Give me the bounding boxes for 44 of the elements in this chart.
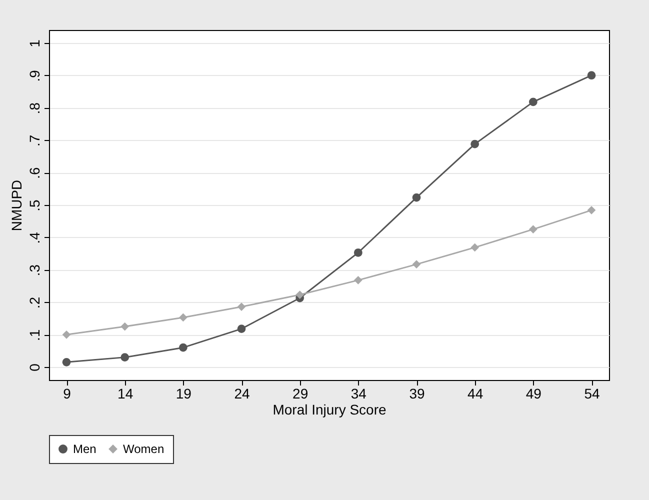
x-tick-label: 49 — [526, 386, 542, 402]
y-tick-label: .5 — [26, 199, 42, 212]
x-tick-label: 39 — [409, 386, 425, 402]
y-axis-title: NMUPD — [8, 180, 24, 232]
y-tick-label: .4 — [26, 232, 42, 244]
point — [237, 324, 246, 333]
x-axis-title: Moral Injury Score — [272, 402, 387, 418]
x-tick-label: 9 — [63, 386, 72, 402]
legend-label: Men — [73, 442, 96, 456]
point — [62, 330, 71, 339]
point — [354, 276, 362, 284]
point — [587, 206, 596, 214]
point — [237, 302, 246, 311]
x-tick-label: 44 — [468, 386, 484, 402]
x-tick-label: 24 — [234, 386, 250, 402]
y-tick-label: .1 — [26, 329, 42, 341]
point — [354, 248, 362, 257]
point — [470, 243, 480, 252]
y-tick-label: .2 — [26, 296, 42, 309]
legend-label: Women — [123, 442, 164, 456]
point — [470, 140, 480, 148]
y-tick-label: .6 — [26, 167, 42, 179]
y-tick-label: .7 — [26, 134, 42, 147]
point — [412, 193, 421, 202]
point — [528, 98, 538, 106]
y-tick-label: 1 — [26, 39, 42, 48]
x-tick-label: 34 — [350, 386, 367, 402]
y-tick-label: 0 — [26, 363, 42, 372]
point — [178, 343, 188, 352]
x-tick-label: 14 — [118, 386, 134, 402]
point — [178, 313, 188, 322]
point — [412, 260, 421, 268]
x-tick-label: 29 — [292, 386, 308, 402]
x-tick-label: 54 — [584, 386, 600, 402]
x-tick-label: 19 — [176, 386, 192, 402]
point — [587, 71, 596, 80]
point — [528, 225, 538, 234]
point — [120, 353, 130, 362]
y-tick-label: .8 — [26, 102, 42, 114]
y-tick-label: .9 — [26, 70, 42, 82]
point — [120, 322, 130, 331]
point — [62, 358, 71, 366]
point — [296, 290, 304, 299]
y-tick-label: .3 — [26, 264, 42, 276]
